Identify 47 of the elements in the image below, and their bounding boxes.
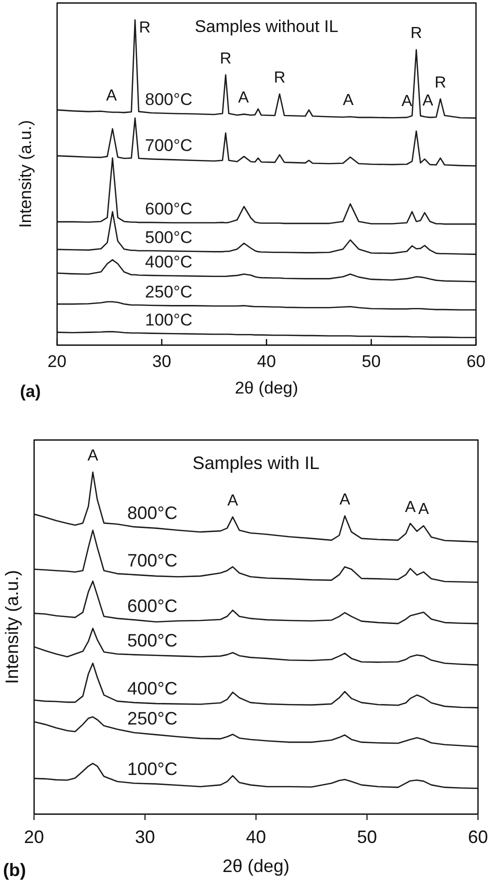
- annotation: A: [106, 88, 118, 105]
- y-axis-title: Intensity (a.u.): [2, 570, 22, 684]
- x-tick-label: 40: [246, 826, 266, 847]
- annotation: A: [422, 92, 434, 110]
- series-label: 100°C: [144, 310, 192, 330]
- series-label: 700°C: [127, 550, 178, 571]
- annotation: A: [402, 92, 413, 110]
- chart-title: Samples without IL: [194, 17, 338, 36]
- series-label: 800°C: [144, 90, 192, 110]
- y-axis-title: Intensity (a.u.): [16, 120, 35, 228]
- series-label: 250°C: [127, 708, 178, 729]
- series-label: 400°C: [127, 678, 178, 699]
- series-label: 600°C: [127, 596, 178, 616]
- annotation: A: [404, 498, 416, 516]
- x-tick-label: 50: [356, 826, 378, 847]
- annotation: R: [274, 69, 286, 86]
- annotation: R: [220, 50, 232, 68]
- x-tick-label: 30: [152, 352, 172, 371]
- x-tick-label: 40: [257, 352, 276, 371]
- x-tick-label: 20: [24, 826, 44, 847]
- x-tick-label: 60: [466, 352, 486, 371]
- x-axis-title: 2θ (deg): [234, 378, 298, 398]
- annotation: A: [342, 92, 354, 110]
- series-label: 600°C: [144, 200, 192, 219]
- annotation: A: [227, 492, 238, 510]
- annotation: R: [410, 25, 422, 42]
- x-axis-title: 2θ (deg): [222, 856, 290, 876]
- text: (b): [3, 860, 26, 880]
- x-tick-label: 60: [468, 826, 488, 847]
- annotation: A: [87, 448, 98, 465]
- annotation: A: [418, 501, 430, 518]
- text: (a): [20, 382, 41, 402]
- x-tick-label: 20: [48, 352, 66, 371]
- annotation: R: [139, 19, 151, 36]
- series-label: 800°C: [127, 502, 178, 523]
- series-label: 500°C: [127, 630, 178, 651]
- series-label: 500°C: [144, 228, 192, 247]
- x-tick-label: 30: [134, 826, 156, 847]
- series-label: 700°C: [144, 136, 192, 156]
- series-label: 400°C: [144, 252, 192, 272]
- annotation: A: [339, 491, 350, 508]
- x-tick-label: 50: [362, 352, 381, 371]
- chart-title: Samples with IL: [192, 453, 320, 473]
- series-label: 100°C: [127, 759, 178, 780]
- annotation: A: [238, 90, 250, 107]
- annotation: R: [434, 74, 446, 92]
- series-label: 250°C: [144, 282, 192, 302]
